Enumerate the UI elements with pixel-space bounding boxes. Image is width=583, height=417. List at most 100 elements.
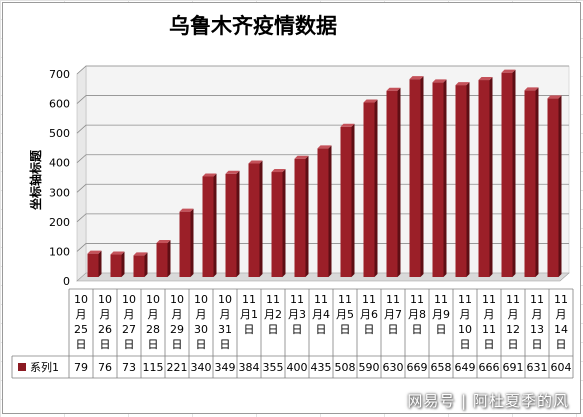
bar-side: [98, 250, 102, 277]
data-label: 631: [527, 361, 548, 374]
watermark: 网易号 | 阿杜夏季的风: [407, 392, 569, 410]
bar: [202, 173, 217, 277]
bar-side: [397, 87, 401, 277]
legend-series-name: 系列1: [30, 360, 59, 374]
bar-top: [156, 239, 171, 243]
data-label: 340: [191, 361, 212, 374]
bar-front: [409, 79, 421, 277]
x-tick-label: 10 月 29 日: [170, 293, 184, 351]
bar-side: [443, 79, 447, 277]
bar-top: [455, 82, 470, 86]
data-label: 79: [74, 361, 88, 374]
bar: [156, 239, 171, 277]
bar-front: [156, 242, 168, 277]
x-tick-label: 11 月 10 日: [458, 293, 472, 351]
bar: [340, 123, 355, 277]
bar: [386, 87, 401, 277]
bar-side: [374, 99, 378, 278]
bar: [547, 95, 562, 277]
bar-top: [133, 252, 148, 256]
bar-top: [202, 173, 217, 177]
data-label: 630: [383, 361, 404, 374]
bar-side: [144, 252, 148, 277]
bar-front: [110, 254, 122, 277]
data-label: 658: [431, 361, 452, 374]
y-tick-label: 200: [49, 216, 70, 229]
bar-side: [305, 155, 309, 277]
bar-side: [558, 95, 562, 277]
bar-side: [236, 170, 240, 277]
data-label: 666: [479, 361, 500, 374]
x-tick-label: 10 月 28 日: [146, 293, 160, 351]
y-tick-label: 600: [49, 98, 70, 111]
bar-front: [294, 158, 306, 277]
bar-front: [386, 90, 398, 277]
y-axis-title: 坐标轴标题: [28, 149, 43, 210]
bar-side: [213, 173, 217, 277]
bar: [524, 87, 539, 277]
x-tick-label: 11 月1 日: [240, 293, 258, 336]
bar-side: [259, 160, 263, 277]
y-tick-label: 700: [49, 68, 70, 81]
bar-top: [547, 95, 562, 99]
x-tick-label: 10 月 26 日: [98, 293, 112, 351]
x-tick-label: 11 月5 日: [336, 293, 354, 336]
bar: [501, 69, 516, 277]
data-label: 508: [335, 361, 356, 374]
bar-top: [340, 123, 355, 127]
bar-front: [524, 90, 536, 277]
bar: [248, 160, 263, 277]
bar-front: [179, 211, 191, 277]
y-tick-label: 0: [63, 275, 70, 288]
bar-side: [167, 239, 171, 277]
bar-top: [432, 79, 447, 83]
y-tick-label: 400: [49, 157, 70, 170]
bar-front: [225, 173, 237, 277]
bar: [110, 251, 125, 277]
bar-top: [317, 145, 332, 149]
bar-top: [409, 76, 424, 80]
x-tick-label: 11 月2 日: [264, 293, 282, 336]
x-tick-label: 11 月 14 日: [554, 293, 568, 351]
bar-front: [271, 172, 283, 277]
x-tick-label: 11 月8 日: [408, 293, 426, 336]
bar-side: [121, 251, 125, 277]
bar: [432, 79, 447, 277]
x-tick-label: 11 月4 日: [312, 293, 330, 336]
bar: [409, 76, 424, 277]
y-tick-label: 300: [49, 186, 70, 199]
data-label: 400: [287, 361, 308, 374]
bar-front: [87, 253, 99, 277]
data-label: 221: [167, 361, 188, 374]
data-label: 115: [143, 361, 164, 374]
bar-top: [225, 170, 240, 174]
y-tick-label: 100: [49, 245, 70, 258]
data-label: 691: [503, 361, 524, 374]
chart-side-wall: [76, 65, 87, 282]
bar-front: [478, 80, 490, 277]
bar-top: [87, 250, 102, 254]
bar-side: [420, 76, 424, 277]
y-tick-label: 500: [49, 127, 70, 140]
bar-front: [501, 72, 513, 277]
bar: [271, 169, 286, 277]
data-label: 384: [239, 361, 260, 374]
x-tick-label: 10 月 30 日: [194, 293, 208, 351]
bar-top: [110, 251, 125, 255]
bar-top: [478, 77, 493, 81]
x-tick-label: 10 月 31 日: [218, 293, 232, 351]
x-tick-label: 11 月 12 日: [506, 293, 520, 351]
data-table: [69, 289, 573, 378]
data-label: 349: [215, 361, 236, 374]
data-label: 355: [263, 361, 284, 374]
bar-front: [133, 255, 145, 277]
bar-top: [524, 87, 539, 91]
x-tick-label: 11 月6 日: [360, 293, 378, 336]
bar-top: [248, 160, 263, 164]
x-tick-label: 11 月7 日: [384, 293, 402, 336]
bar: [179, 208, 194, 277]
gridline: [76, 213, 569, 223]
bar-front: [202, 176, 214, 277]
x-tick-label: 11 月 11 日: [482, 293, 496, 351]
data-label: 649: [455, 361, 476, 374]
